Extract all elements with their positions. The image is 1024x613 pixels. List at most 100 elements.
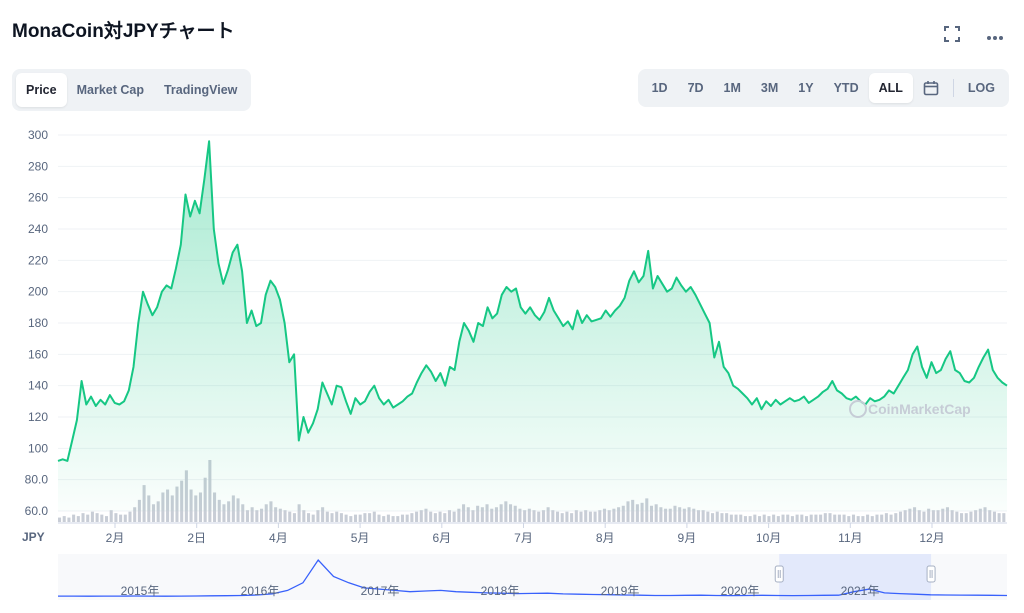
volume-bar [72, 514, 76, 522]
volume-bar [480, 507, 484, 522]
volume-bar [861, 516, 865, 522]
volume-bar [527, 508, 531, 522]
tab-price[interactable]: Price [16, 73, 67, 107]
range-all[interactable]: ALL [868, 73, 913, 103]
x-tick-label: 4月 [269, 531, 288, 545]
x-tick-label: 6月 [432, 531, 451, 545]
volume-bar [960, 513, 964, 522]
navigator-year-label: 2015年 [121, 584, 160, 598]
volume-bar [593, 511, 597, 522]
volume-bar [86, 514, 90, 522]
volume-bar [278, 508, 282, 522]
volume-bar [151, 504, 156, 522]
volume-bar [715, 511, 719, 522]
price-area [58, 141, 1007, 512]
tab-tradingview[interactable]: TradingView [163, 83, 238, 97]
volume-bar [438, 511, 442, 522]
volume-bar [471, 510, 475, 522]
volume-bar [485, 504, 489, 522]
volume-bar [720, 513, 724, 522]
volume-bar [133, 507, 137, 522]
volume-bar [81, 513, 85, 522]
volume-bar [222, 504, 226, 522]
volume-bar [847, 516, 851, 522]
volume-bar [617, 507, 621, 522]
volume-bar [288, 511, 292, 522]
log-toggle[interactable]: LOG [967, 81, 995, 95]
volume-bar [814, 514, 818, 522]
volume-bar [513, 505, 517, 522]
volume-bar [795, 514, 799, 522]
volume-bar [626, 501, 630, 522]
volume-bar [687, 507, 691, 522]
volume-bar [903, 510, 907, 522]
y-tick-label: 200 [28, 285, 48, 299]
volume-bar [509, 504, 513, 522]
volume-bar [574, 510, 578, 522]
navigator-year-label: 2020年 [721, 584, 760, 598]
volume-bar [584, 510, 588, 522]
volume-bar [729, 514, 733, 522]
volume-bar [419, 510, 423, 522]
volume-bar [321, 507, 325, 522]
volume-bar [58, 517, 62, 522]
range-1m[interactable]: 1M [723, 81, 741, 95]
volume-bar [781, 514, 785, 522]
y-tick-label: 220 [28, 253, 48, 267]
range-7d[interactable]: 7D [687, 81, 704, 95]
navigator-handle[interactable] [926, 565, 936, 583]
volume-bar [358, 514, 362, 522]
volume-bar [90, 511, 94, 522]
navigator-selection [779, 554, 932, 600]
volume-bar [725, 513, 729, 522]
volume-bar [917, 510, 921, 522]
tab-market-cap[interactable]: Market Cap [76, 83, 144, 97]
range-3m[interactable]: 3M [760, 81, 779, 95]
volume-bar [67, 517, 71, 522]
range-1d[interactable]: 1D [651, 81, 668, 95]
volume-bar [227, 501, 231, 522]
x-tick-label: 2日 [187, 531, 206, 545]
volume-bar [941, 508, 945, 522]
volume-bar [311, 514, 315, 522]
volume-bar [743, 516, 747, 522]
volume-bar [490, 508, 494, 522]
volume-bar [260, 508, 264, 522]
price-line [57, 140, 1008, 462]
volume-bar [429, 511, 433, 522]
volume-bar [678, 507, 682, 522]
volume-bar [494, 507, 498, 522]
navigator-handle[interactable] [774, 565, 784, 583]
volume-bar [692, 508, 696, 522]
y-tick-label: 260 [28, 191, 48, 205]
volume-bar [640, 502, 644, 522]
volume-bar [819, 514, 823, 522]
volume-bar [109, 510, 113, 522]
volume-bar [555, 511, 560, 522]
range-1y[interactable]: 1Y [798, 81, 814, 95]
volume-bar [570, 513, 574, 522]
volume-bar [462, 504, 466, 522]
navigator-year-label: 2017年 [361, 584, 400, 598]
volume-bar [875, 514, 879, 522]
volume-bar [283, 510, 287, 522]
volume-bar [250, 507, 254, 522]
x-tick-label: 12月 [919, 531, 944, 545]
more-icon[interactable] [986, 28, 1004, 46]
volume-bar [739, 514, 743, 522]
volume-bar [504, 501, 508, 522]
volume-bar [706, 511, 710, 522]
volume-bar [457, 508, 461, 522]
volume-bar [537, 511, 541, 522]
y-tick-label: 240 [28, 222, 48, 236]
y-tick-label: 100 [28, 441, 48, 455]
divider [952, 79, 954, 97]
volume-bar [612, 508, 616, 522]
calendar-icon[interactable] [913, 73, 949, 103]
volume-bar [306, 513, 311, 522]
fullscreen-icon[interactable] [944, 26, 960, 47]
y-tick-label: 140 [28, 379, 48, 393]
volume-bar [523, 510, 527, 522]
volume-bar [396, 516, 400, 522]
range-ytd[interactable]: YTD [833, 81, 859, 95]
